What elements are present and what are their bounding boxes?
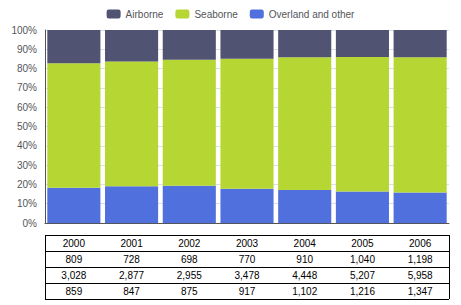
svg-text:3,028: 3,028 — [61, 270, 86, 281]
svg-text:20%: 20% — [17, 179, 37, 190]
svg-text:5,958: 5,958 — [408, 270, 433, 281]
svg-text:10%: 10% — [17, 198, 37, 209]
svg-text:5,207: 5,207 — [350, 270, 375, 281]
svg-text:1,102: 1,102 — [292, 286, 317, 297]
svg-text:100%: 100% — [11, 25, 37, 36]
svg-text:70%: 70% — [17, 82, 37, 93]
svg-text:698: 698 — [181, 254, 198, 265]
svg-text:770: 770 — [239, 254, 256, 265]
svg-text:728: 728 — [123, 254, 140, 265]
svg-text:875: 875 — [181, 286, 198, 297]
svg-text:3,478: 3,478 — [234, 270, 259, 281]
svg-text:1,040: 1,040 — [350, 254, 375, 265]
svg-text:2,955: 2,955 — [177, 270, 202, 281]
svg-text:1,347: 1,347 — [408, 286, 433, 297]
svg-text:1,198: 1,198 — [408, 254, 433, 265]
svg-text:60%: 60% — [17, 102, 37, 113]
svg-text:2,877: 2,877 — [119, 270, 144, 281]
svg-text:1,216: 1,216 — [350, 286, 375, 297]
svg-text:90%: 90% — [17, 44, 37, 55]
svg-text:809: 809 — [66, 254, 83, 265]
svg-text:2005: 2005 — [351, 238, 374, 249]
svg-text:Overland and other: Overland and other — [269, 9, 355, 20]
svg-text:30%: 30% — [17, 160, 37, 171]
svg-text:2003: 2003 — [236, 238, 259, 249]
svg-text:2004: 2004 — [294, 238, 317, 249]
svg-text:0%: 0% — [23, 218, 38, 229]
svg-text:80%: 80% — [17, 63, 37, 74]
svg-text:847: 847 — [123, 286, 140, 297]
svg-text:2000: 2000 — [63, 238, 86, 249]
svg-text:2006: 2006 — [409, 238, 432, 249]
svg-text:2001: 2001 — [120, 238, 143, 249]
svg-text:40%: 40% — [17, 140, 37, 151]
svg-text:2002: 2002 — [178, 238, 201, 249]
svg-text:Airborne: Airborne — [126, 9, 164, 20]
svg-text:859: 859 — [66, 286, 83, 297]
svg-text:910: 910 — [296, 254, 313, 265]
svg-text:50%: 50% — [17, 121, 37, 132]
svg-text:Seaborne: Seaborne — [194, 9, 238, 20]
svg-text:917: 917 — [239, 286, 256, 297]
svg-text:4,448: 4,448 — [292, 270, 317, 281]
